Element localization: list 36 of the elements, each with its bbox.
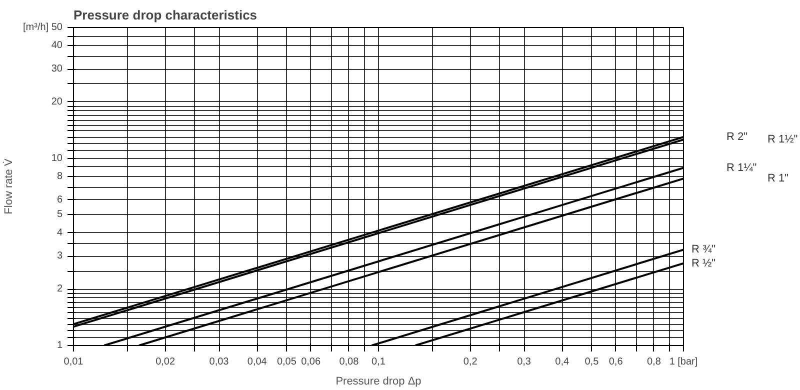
x-tick-label: 0,08 — [339, 356, 360, 368]
x-tick-label: 1 [bar] — [669, 356, 698, 368]
text: R 1½" — [768, 134, 798, 146]
series-label: R ½" — [692, 257, 716, 270]
x-tick-label: 0,5 — [584, 356, 600, 368]
x-tick-label: 0,2 — [463, 356, 478, 368]
x-tick-label: 0,03 — [209, 356, 230, 368]
y-axis-title: Flow rate V̇ — [2, 158, 16, 214]
y-tick-label: 6 — [56, 194, 63, 206]
y-tick-label: 1 — [56, 340, 63, 351]
x-tick-label: 0,05 — [276, 356, 297, 368]
y-tick-label: 30 — [51, 64, 63, 75]
y-tick-label: [m³/h] 50 — [23, 22, 63, 33]
text: R 1" — [768, 172, 789, 185]
y-tick-label: 4 — [56, 227, 63, 238]
y-tick-label: 8 — [56, 170, 63, 182]
x-tick-label: 0,3 — [517, 356, 532, 368]
x-tick-label: 0,4 — [555, 356, 570, 368]
x-tick-label: 0,8 — [646, 356, 662, 368]
y-tick-label: 3 — [56, 250, 63, 262]
x-tick-label: 0,1 — [372, 356, 386, 368]
x-tick-label: 0,02 — [156, 356, 176, 368]
text: R 2" — [726, 131, 748, 143]
y-tick-label: 20 — [51, 96, 63, 108]
y-tick-label: 10 — [51, 152, 63, 164]
x-tick-label: 0,04 — [247, 356, 268, 368]
x-tick-label: 0,01 — [64, 356, 84, 368]
text: R 1¼" — [726, 162, 757, 174]
x-tick-label: 0,06 — [301, 356, 322, 368]
series-label: R ¾" — [692, 244, 716, 256]
y-tick-label: 2 — [56, 284, 63, 295]
x-axis-title: Pressure drop Δp — [336, 376, 422, 388]
y-tick-label: 5 — [56, 209, 63, 220]
x-tick-label: 0,6 — [608, 356, 624, 368]
y-tick-label: 40 — [51, 40, 63, 52]
chart-title: Pressure drop characteristics — [74, 8, 258, 22]
